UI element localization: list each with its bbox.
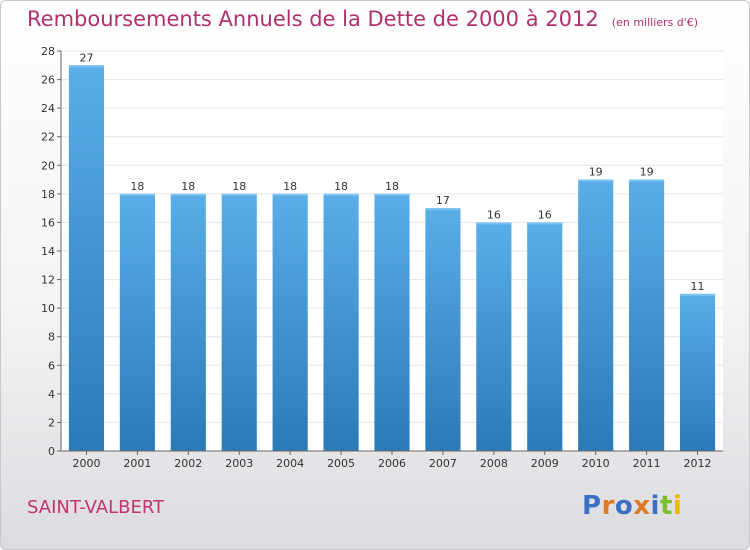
x-tick-label: 2002: [174, 457, 202, 470]
bar-value-label: 19: [640, 166, 654, 179]
bar: [119, 193, 155, 451]
bar-top-edge: [476, 222, 512, 225]
bars: [68, 65, 716, 452]
bar-value-label: 11: [691, 280, 705, 293]
bar-top-edge: [323, 193, 359, 196]
bar-top-edge: [527, 222, 563, 225]
x-tick-label: 2009: [531, 457, 559, 470]
x-tick-label: 2007: [429, 457, 457, 470]
bar-value-label: 27: [79, 51, 93, 64]
bar-top-edge: [374, 193, 410, 196]
bar-value-label: 18: [232, 180, 246, 193]
y-tick-label: 22: [41, 131, 55, 144]
chart-title: Remboursements Annuels de la Dette de 20…: [27, 7, 599, 31]
y-tick-label: 18: [41, 188, 55, 201]
y-tick-label: 4: [48, 388, 55, 401]
y-tick-label: 2: [48, 416, 55, 429]
x-tick-label: 2000: [72, 457, 100, 470]
x-tick-label: 2003: [225, 457, 253, 470]
bar-top-edge: [68, 65, 105, 68]
bar: [272, 193, 308, 451]
bar-value-label: 18: [385, 180, 399, 193]
bar: [170, 193, 206, 451]
y-tick-label: 16: [41, 216, 55, 229]
bar-value-label: 18: [283, 180, 297, 193]
bar-top-edge: [679, 293, 716, 296]
bar: [679, 293, 716, 451]
bar-top-edge: [221, 193, 257, 196]
bar: [476, 222, 512, 451]
bar-value-label: 18: [130, 180, 144, 193]
bar: [68, 65, 105, 452]
x-tick-label: 2012: [684, 457, 712, 470]
x-tick-label: 2005: [327, 457, 355, 470]
bar-value-label: 16: [538, 208, 552, 221]
bar: [527, 222, 563, 451]
y-tick-label: 24: [41, 102, 55, 115]
bar: [221, 193, 257, 451]
bar-value-label: 18: [181, 180, 195, 193]
bar-top-edge: [425, 208, 461, 211]
x-tick-label: 2001: [123, 457, 151, 470]
chart-title-block: Remboursements Annuels de la Dette de 20…: [27, 7, 698, 31]
bar-top-edge: [272, 193, 308, 196]
y-tick-label: 10: [41, 302, 55, 315]
bar: [629, 179, 665, 452]
chart-unit: (en milliers d'€): [611, 16, 699, 29]
proxiti-logo: Proxiti: [582, 491, 683, 521]
x-tick-label: 2006: [378, 457, 406, 470]
commune-name: SAINT-VALBERT: [27, 497, 165, 518]
bar: [578, 179, 614, 452]
bar-top-edge: [629, 179, 665, 182]
bar-top-edge: [119, 193, 155, 196]
x-tick-label: 2004: [276, 457, 304, 470]
y-tick-label: 8: [48, 331, 55, 344]
bar: [425, 208, 461, 451]
x-tick-label: 2010: [582, 457, 610, 470]
bar-value-label: 18: [334, 180, 348, 193]
y-tick-label: 12: [41, 274, 55, 287]
bar-value-label: 19: [589, 166, 603, 179]
x-tick-label: 2011: [633, 457, 661, 470]
bar: [323, 193, 359, 451]
bar-value-label: 17: [436, 194, 450, 207]
y-tick-label: 26: [41, 74, 55, 87]
bar-value-label: 16: [487, 208, 501, 221]
y-tick-label: 28: [41, 45, 55, 58]
bar: [374, 193, 410, 451]
y-tick-label: 14: [41, 245, 55, 258]
axes: [57, 50, 723, 455]
bar-top-edge: [578, 179, 614, 182]
x-tick-label: 2008: [480, 457, 508, 470]
bar-top-edge: [170, 193, 206, 196]
y-tick-label: 20: [41, 159, 55, 172]
y-tick-label: 0: [48, 445, 55, 458]
y-tick-label: 6: [48, 359, 55, 372]
